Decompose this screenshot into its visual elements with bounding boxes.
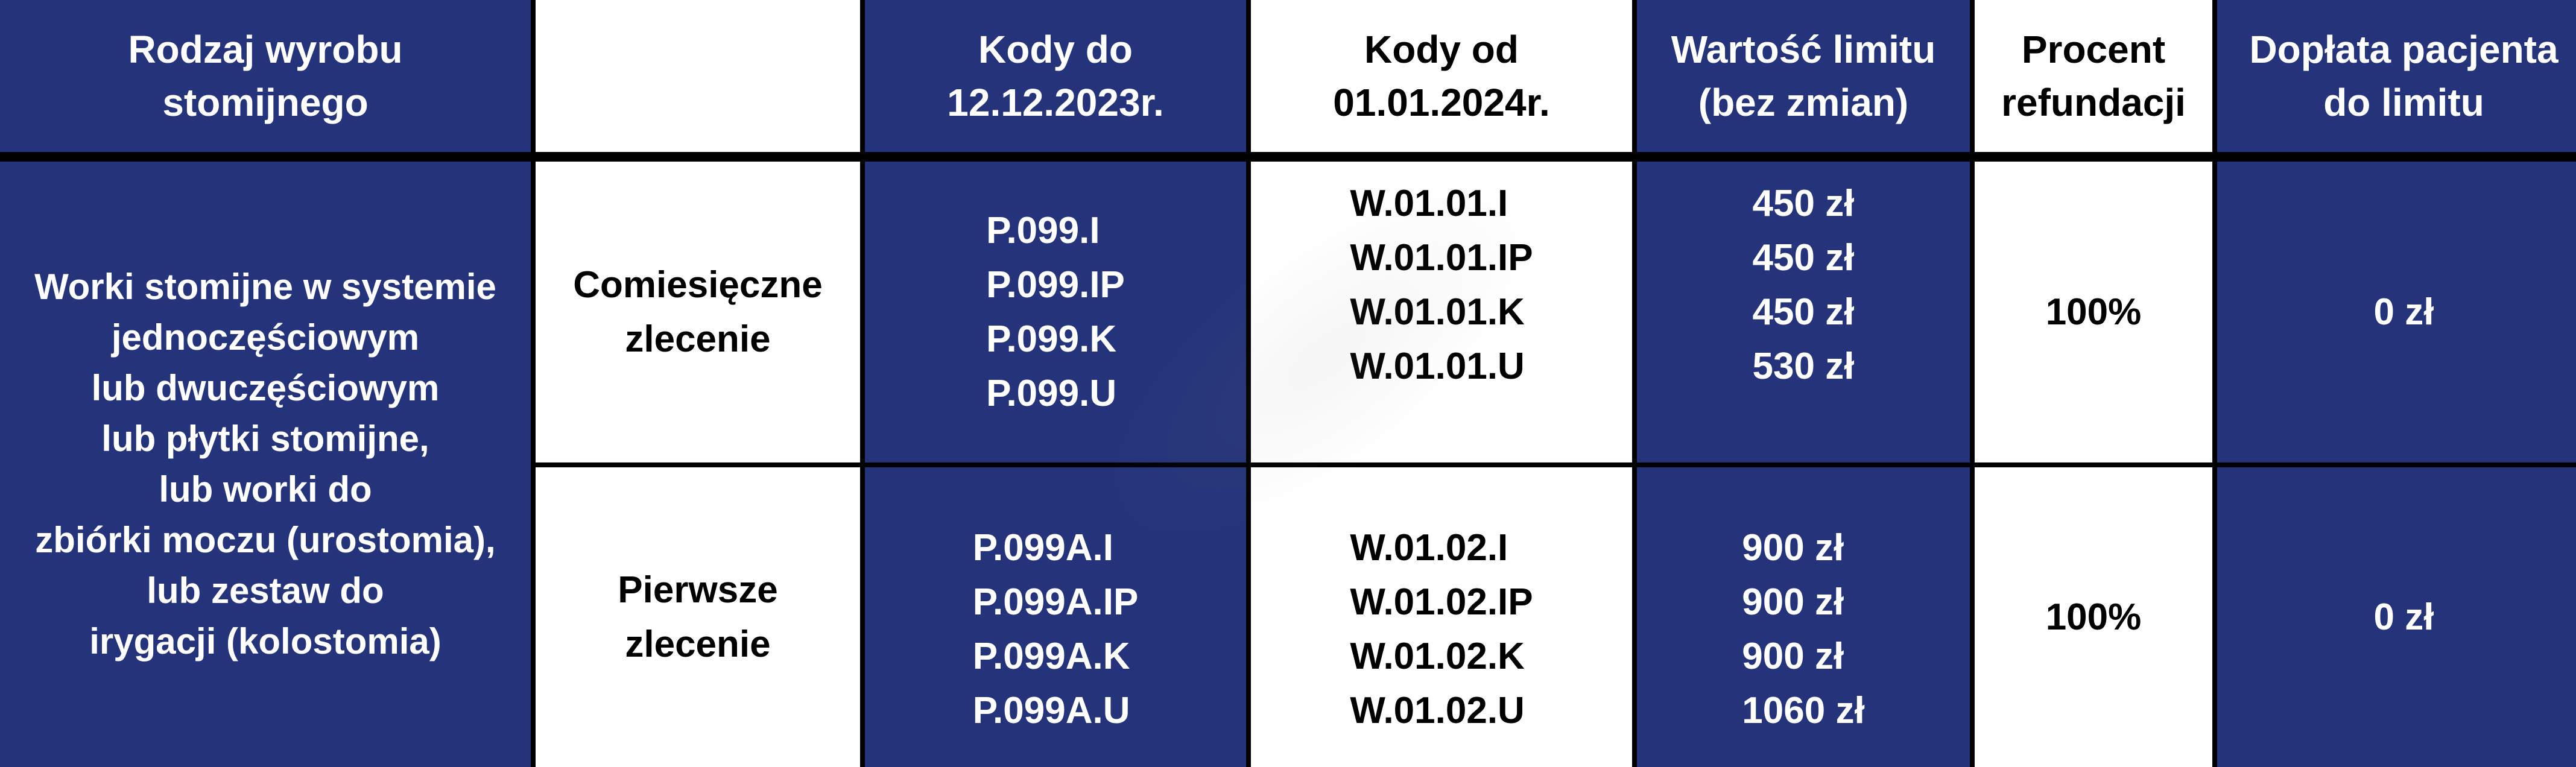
code: W.01.01.IP bbox=[1350, 236, 1533, 279]
limits-cell: 900 zł 900 zł 900 zł 1060 zł bbox=[1637, 467, 1970, 767]
product-type-line: Worki stomijne w systemie bbox=[34, 267, 496, 307]
code: W.01.02.IP bbox=[1350, 581, 1533, 623]
codes-until-cell: P.099.I P.099.IP P.099.K P.099.U bbox=[865, 162, 1246, 462]
codes-until-cell: P.099A.I P.099A.IP P.099A.K P.099A.U bbox=[865, 467, 1246, 767]
code: W.01.02.K bbox=[1350, 635, 1525, 677]
code: P.099.IP bbox=[986, 264, 1125, 306]
refund-value: 100% bbox=[2045, 291, 2142, 333]
code: P.099.K bbox=[986, 318, 1117, 360]
order-type-line: Pierwsze bbox=[618, 569, 778, 611]
refund-cell: 100% bbox=[1975, 467, 2212, 767]
header-text: do limitu bbox=[2323, 81, 2484, 124]
header-limit-value: Wartość limitu (bez zmian) bbox=[1637, 0, 1970, 152]
refund-cell: 100% bbox=[1975, 162, 2212, 462]
limit-value: 900 zł bbox=[1742, 581, 1844, 623]
code: P.099.I bbox=[986, 209, 1100, 251]
header-codes-until: Kody do 12.12.2023r. bbox=[865, 0, 1246, 152]
product-type-line: lub płytki stomijne, bbox=[101, 418, 429, 459]
product-type-line: zbiórki moczu (urostomia), bbox=[35, 520, 496, 560]
limit-value: 530 zł bbox=[1752, 345, 1855, 387]
product-type-line: lub worki do bbox=[159, 469, 372, 510]
header-codes-from: Kody od 01.01.2024r. bbox=[1251, 0, 1632, 152]
header-text: Rodzaj wyrobu bbox=[128, 28, 403, 71]
limit-value: 450 zł bbox=[1752, 182, 1855, 224]
header-text: Kody do bbox=[978, 28, 1133, 71]
header-text: Wartość limitu bbox=[1671, 28, 1936, 71]
order-type-line: Comiesięczne bbox=[573, 264, 823, 306]
limit-value: 900 zł bbox=[1742, 635, 1844, 677]
order-type-line: zlecenie bbox=[625, 623, 771, 665]
header-empty bbox=[536, 0, 860, 152]
header-text: Kody od bbox=[1364, 28, 1519, 71]
code: P.099.U bbox=[986, 372, 1117, 414]
code: W.01.02.I bbox=[1350, 526, 1508, 569]
header-text: (bez zmian) bbox=[1698, 81, 1909, 124]
code: W.01.01.I bbox=[1350, 182, 1508, 224]
limits-cell: 450 zł 450 zł 450 zł 530 zł bbox=[1637, 162, 1970, 462]
product-type-line: irygacji (kolostomia) bbox=[89, 621, 441, 661]
header-text: Dopłata pacjenta bbox=[2249, 28, 2559, 71]
code: P.099A.U bbox=[972, 689, 1130, 731]
copay-cell: 0 zł bbox=[2217, 162, 2576, 462]
limit-value: 1060 zł bbox=[1742, 689, 1865, 731]
product-type-line: lub zestaw do bbox=[147, 570, 384, 611]
order-type-cell: Pierwsze zlecenie bbox=[536, 467, 860, 767]
refund-value: 100% bbox=[2045, 596, 2142, 638]
header-refund-percent: Procent refundacji bbox=[1975, 0, 2212, 152]
code: W.01.01.U bbox=[1350, 345, 1525, 387]
code: W.01.02.U bbox=[1350, 689, 1525, 731]
limit-value: 900 zł bbox=[1742, 526, 1844, 569]
copay-value: 0 zł bbox=[2373, 596, 2434, 638]
product-type-line: jednoczęściowym bbox=[111, 317, 420, 358]
header-text: Procent bbox=[2021, 28, 2166, 71]
header-text: stomijnego bbox=[162, 81, 369, 124]
product-type-line: lub dwuczęściowym bbox=[91, 368, 440, 408]
code: W.01.01.K bbox=[1350, 291, 1525, 333]
order-type-cell: Comiesięczne zlecenie bbox=[536, 162, 860, 462]
codes-from-cell: W.01.01.I W.01.01.IP W.01.01.K W.01.01.U bbox=[1251, 162, 1632, 462]
code: P.099A.K bbox=[972, 635, 1130, 677]
codes-from-cell: W.01.02.I W.01.02.IP W.01.02.K W.01.02.U bbox=[1251, 467, 1632, 767]
product-type-cell: Worki stomijne w systemie jednoczęściowy… bbox=[0, 162, 531, 767]
copay-value: 0 zł bbox=[2373, 291, 2434, 333]
header-patient-copay: Dopłata pacjenta do limitu bbox=[2217, 0, 2576, 152]
order-type-line: zlecenie bbox=[625, 318, 771, 360]
limit-value: 450 zł bbox=[1752, 291, 1855, 333]
header-text: 01.01.2024r. bbox=[1333, 81, 1550, 124]
limit-value: 450 zł bbox=[1752, 236, 1855, 279]
header-text: 12.12.2023r. bbox=[947, 81, 1164, 124]
code: P.099A.IP bbox=[972, 581, 1139, 623]
code: P.099A.I bbox=[972, 526, 1113, 569]
header-text: refundacji bbox=[2001, 81, 2186, 124]
header-product-type: Rodzaj wyrobu stomijnego bbox=[0, 0, 531, 152]
copay-cell: 0 zł bbox=[2217, 467, 2576, 767]
